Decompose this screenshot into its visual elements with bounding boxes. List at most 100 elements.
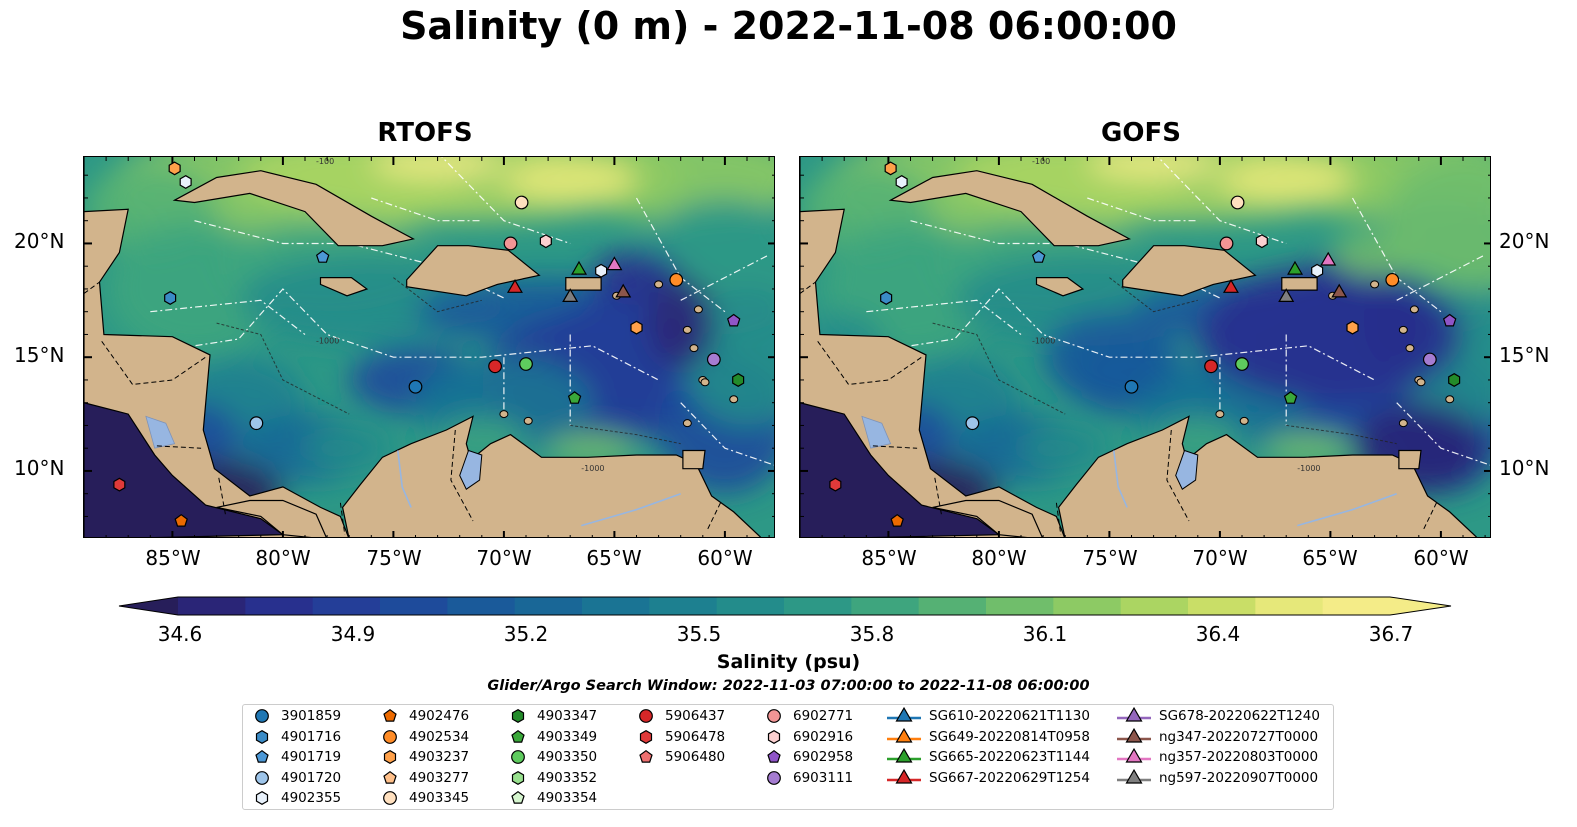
- legend-marker-icon: [887, 707, 921, 722]
- platform-marker: [179, 175, 192, 189]
- platform-marker: [884, 161, 897, 176]
- platform-marker: [408, 379, 423, 394]
- country-border: [706, 502, 721, 531]
- colorbar-tick: 34.9: [330, 622, 376, 646]
- rtofs-salinity-map[interactable]: -100 -1000 -1000: [83, 156, 775, 538]
- legend-label: 4903237: [409, 749, 470, 765]
- legend-label: 4901719: [281, 749, 342, 765]
- legend-label: 4903350: [537, 749, 598, 765]
- platform-marker: [895, 175, 908, 189]
- legend-marker-icon: [1117, 748, 1151, 763]
- legend-item: 4903237: [379, 747, 469, 767]
- platform-marker: [539, 234, 552, 249]
- legend-marker-icon: [767, 709, 781, 723]
- puerto-rico-landmass: [1281, 276, 1318, 291]
- trinidad-landmass: [682, 449, 706, 470]
- country-border: [101, 341, 206, 386]
- bathymetry-contour: [216, 322, 350, 415]
- country-border: [1055, 502, 1062, 535]
- legend-marker-icon: [255, 791, 269, 805]
- platform-marker: [315, 250, 330, 263]
- platform-marker: [880, 291, 893, 305]
- glider-marker: [615, 283, 632, 298]
- legend-label: 3901859: [281, 708, 342, 724]
- platform-marker: [249, 416, 264, 431]
- legend-label: 4903354: [537, 790, 598, 806]
- lat-label-20n-right: 20°N: [1499, 229, 1550, 253]
- lat-label-15n-left: 15°N: [14, 343, 65, 367]
- platform-marker: [1255, 234, 1268, 249]
- contour-label: -1000: [581, 464, 604, 473]
- country-border: [218, 477, 226, 515]
- legend-item: 4903345: [379, 788, 469, 808]
- panama-south-landmass: [932, 499, 1043, 537]
- legend-item: ng597-20220907T0000: [1117, 768, 1318, 788]
- platform-marker: [113, 477, 126, 492]
- bathymetry-contour: [932, 322, 1066, 415]
- legend-item: ng357-20220803T0000: [1117, 747, 1318, 767]
- legend-item: 5906437: [635, 706, 725, 726]
- small-island: [1409, 305, 1419, 314]
- lon-label-85w-rtofs: 85°W: [145, 546, 201, 570]
- platform-marker: [514, 195, 529, 210]
- rtofs-panel-title: RTOFS: [377, 118, 473, 148]
- lat-label-20n-left: 20°N: [14, 229, 65, 253]
- legend-label: 4902355: [281, 790, 342, 806]
- lat-label-10n-left: 10°N: [14, 456, 65, 480]
- river: [397, 450, 412, 508]
- legend-item: 4902476: [379, 706, 469, 726]
- small-island: [700, 378, 710, 387]
- lon-label-65w-gofs: 65°W: [1302, 546, 1358, 570]
- legend-marker-icon: [511, 709, 525, 723]
- legend-item: 3901859: [251, 706, 341, 726]
- lon-label-75w-rtofs: 75°W: [366, 546, 422, 570]
- platform-marker: [1442, 313, 1457, 327]
- boundary-line: [371, 197, 482, 222]
- legend-item: 4901719: [251, 747, 341, 767]
- platform-marker: [1219, 236, 1234, 251]
- lake-nicaragua: [861, 415, 892, 449]
- axis-ticks: [800, 157, 1490, 537]
- legend-marker-icon: [255, 729, 269, 744]
- legend-marker-icon: [511, 750, 525, 764]
- glider-marker: [506, 278, 523, 293]
- legend-item: SG649-20220814T0958: [887, 727, 1090, 747]
- legend-marker-icon: [767, 770, 781, 785]
- lon-label-80w-gofs: 80°W: [971, 546, 1027, 570]
- legend-marker-icon: [511, 770, 525, 785]
- legend-marker-icon: [383, 770, 397, 784]
- legend-label: ng357-20220803T0000: [1159, 749, 1319, 765]
- pacific-ocean: [800, 402, 1001, 537]
- trinidad-landmass: [1398, 449, 1422, 470]
- small-island: [1239, 416, 1249, 425]
- country-border: [84, 281, 100, 294]
- legend-marker-icon: [887, 768, 921, 784]
- lat-label-10n-right: 10°N: [1499, 456, 1550, 480]
- panama-south-landmass: [216, 499, 327, 537]
- platform-marker: [630, 320, 643, 335]
- legend-item: 4903347: [507, 706, 597, 726]
- legend-marker-icon: [255, 749, 269, 763]
- legend-label: SG610-20220621T1130: [929, 708, 1090, 724]
- platform-marker: [1204, 359, 1218, 374]
- platform-marker: [519, 357, 533, 371]
- legend-marker-icon: [767, 729, 781, 744]
- contour-label: -1000: [1297, 464, 1320, 473]
- legend-label: 4903349: [537, 728, 598, 745]
- legend-item: 6902916: [763, 727, 853, 747]
- legend-marker-icon: [255, 709, 269, 723]
- platform-marker: [1124, 379, 1139, 394]
- platform-legend: 3901859 4901716 4901719 4901720 4902355 49024…: [242, 704, 1334, 810]
- boundary-line: [105, 288, 659, 426]
- small-island: [1215, 410, 1225, 419]
- platform-marker: [669, 272, 684, 287]
- legend-label: 4901720: [281, 769, 342, 786]
- platform-marker: [1346, 320, 1359, 335]
- legend-item: 5906480: [635, 747, 725, 767]
- colorbar-tick: 35.2: [503, 622, 549, 646]
- glider-marker: [562, 288, 579, 302]
- gofs-salinity-map[interactable]: -100 -1000 -1000: [799, 156, 1491, 538]
- colorbar-tick: 34.6: [157, 622, 203, 646]
- legend-label: SG665-20220623T1144: [929, 749, 1090, 765]
- small-island: [1398, 325, 1408, 334]
